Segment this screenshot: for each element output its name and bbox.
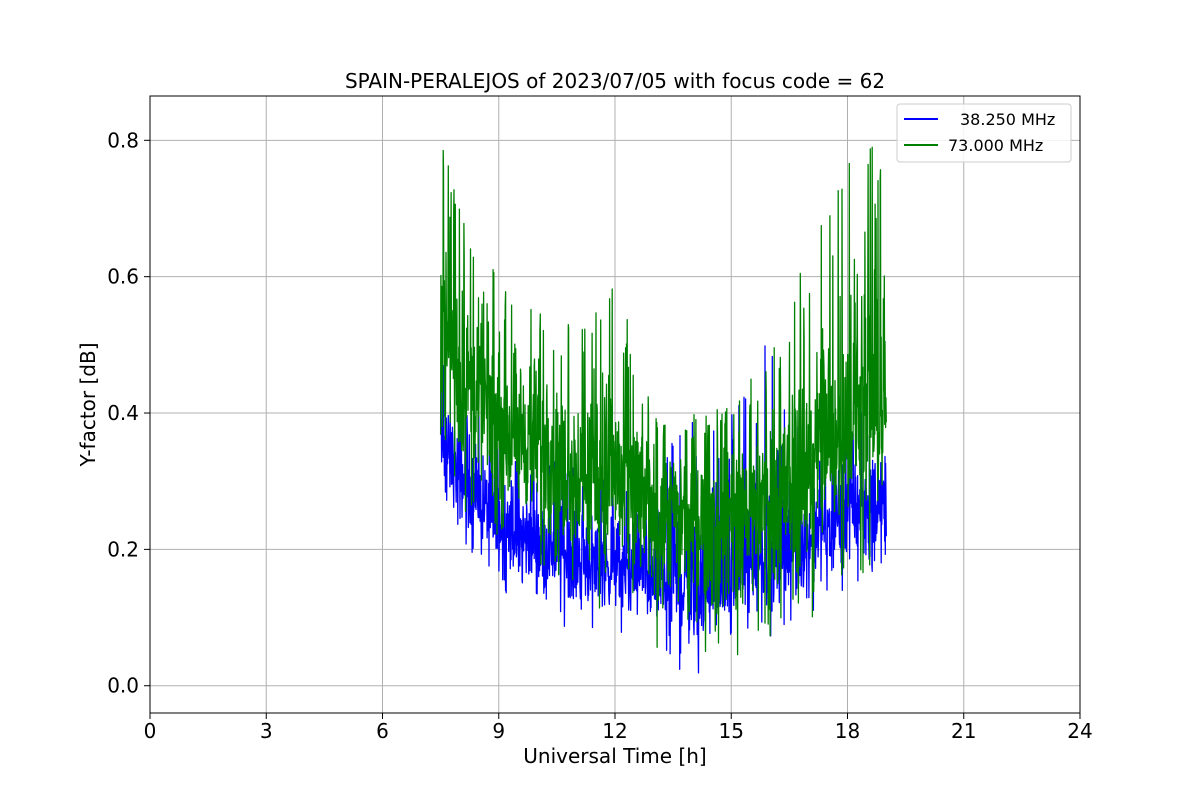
x-tick-label: 18	[835, 719, 860, 743]
y-tick-label: 0.2	[107, 537, 139, 561]
x-tick-label: 12	[602, 719, 627, 743]
legend-box	[896, 103, 1072, 163]
x-axis-title: Universal Time [h]	[523, 744, 706, 768]
x-tick-label: 24	[1067, 719, 1092, 743]
y-tick-label: 0.8	[107, 128, 139, 152]
y-tick-label: 0.0	[107, 674, 139, 698]
x-tick-label: 0	[144, 719, 157, 743]
y-tick-label: 0.6	[107, 265, 139, 289]
chart-title: SPAIN-PERALEJOS of 2023/07/05 with focus…	[345, 69, 885, 93]
ticks: 0 3 6 9 12 15 18 21 24 0.0 0.2 0.4 0.6 0.8	[107, 128, 1093, 743]
series-layer	[439, 146, 887, 674]
legend: 38.250 MHz 73.000 MHz	[896, 103, 1072, 163]
x-tick-label: 9	[492, 719, 505, 743]
y-tick-label: 0.4	[107, 401, 139, 425]
series-line-73mhz	[439, 146, 887, 656]
x-tick-label: 21	[951, 719, 976, 743]
legend-label-38mhz: 38.250 MHz	[960, 110, 1055, 129]
x-tick-label: 6	[376, 719, 389, 743]
y-axis-title: Y-factor [dB]	[76, 342, 100, 467]
x-tick-label: 15	[719, 719, 744, 743]
x-tick-label: 3	[260, 719, 273, 743]
legend-label-73mhz: 73.000 MHz	[948, 136, 1043, 155]
